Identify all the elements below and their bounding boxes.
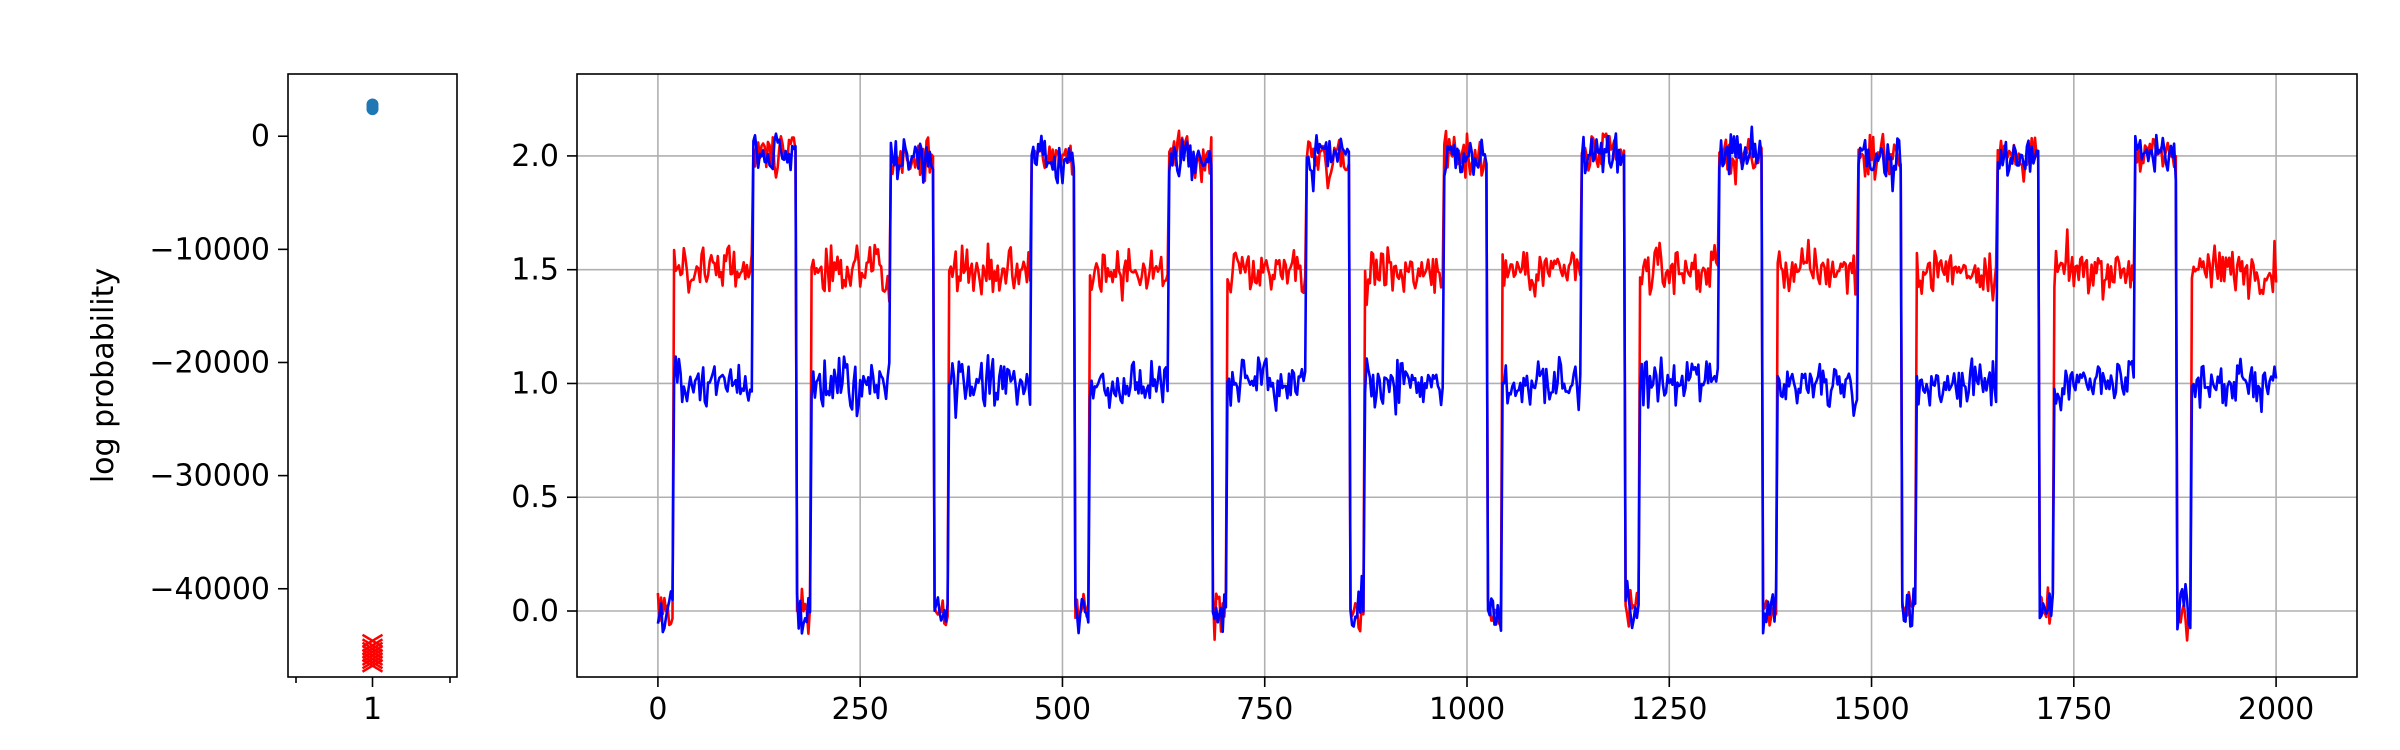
- sample-log-prob-marker: [361, 655, 384, 670]
- x-tick-label: 500: [1034, 692, 1091, 727]
- y-tick-label: 0.5: [511, 480, 559, 515]
- y-tick-label: 2.0: [511, 139, 559, 174]
- x-tick-label: 1: [363, 692, 382, 727]
- best-log-prob-point: [366, 103, 379, 116]
- left-plot-frame: [287, 73, 458, 678]
- sample-log-prob-marker: [361, 658, 384, 673]
- y-tick-label: 0.0: [511, 594, 559, 629]
- x-tick-label: 1000: [1429, 692, 1505, 727]
- x-tick-label: 1250: [1631, 692, 1707, 727]
- x-tick-label: 2000: [2238, 692, 2314, 727]
- y-tick-label: −30000: [149, 459, 270, 494]
- x-tick-label: 750: [1236, 692, 1293, 727]
- y-axis-label: log probability: [86, 268, 121, 483]
- y-tick-label: −20000: [149, 345, 270, 380]
- y-tick-label: −40000: [149, 572, 270, 607]
- x-tick-label: 0: [648, 692, 667, 727]
- x-tick-label: 1750: [2036, 692, 2112, 727]
- y-tick-label: 0: [251, 119, 270, 154]
- blue-signal-line: [656, 125, 2278, 635]
- y-tick-label: 1.5: [511, 253, 559, 288]
- x-tick-label: 1500: [1833, 692, 1909, 727]
- log-probability-panel: 0 −10000 −20000 −30000 −40000 1 log probabilit…: [86, 73, 458, 727]
- y-tick-label: 1.0: [511, 366, 559, 401]
- signal-line-panel: 0 250 500 750 1000 1250 1500 1750 2000 0.0 0.5 1.0 1…: [511, 73, 2358, 727]
- x-tick-label: 250: [832, 692, 889, 727]
- y-tick-label: −10000: [149, 232, 270, 267]
- right-plot-frame: [576, 73, 2358, 678]
